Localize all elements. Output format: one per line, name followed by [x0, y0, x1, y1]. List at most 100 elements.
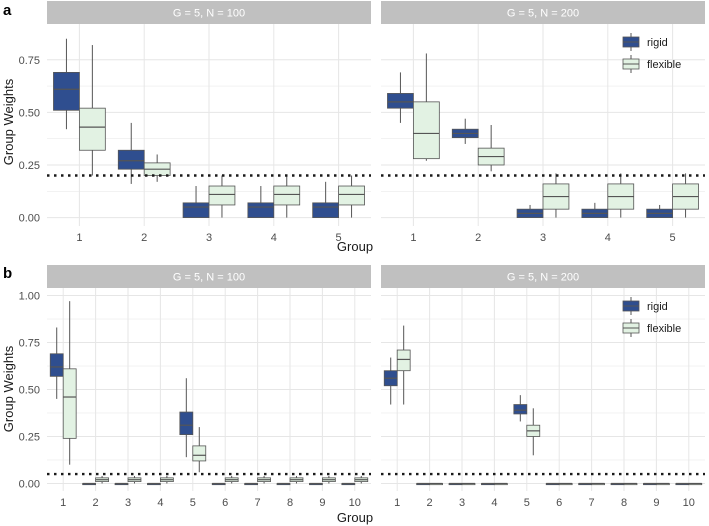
box-rigid-group-2 — [451, 118, 479, 144]
box-flexible-group-8 — [623, 482, 638, 486]
x-tick-label: 1 — [410, 232, 416, 244]
box-flexible-group-3 — [461, 482, 476, 486]
box-flexible-group-6 — [558, 482, 573, 486]
facet-1: G = 5, N = 100 1 2 3 4 5 — [47, 1, 371, 244]
y-tick-label: 0.75 — [19, 55, 40, 67]
y-tick-label: 0.25 — [19, 431, 40, 443]
x-axis-title: Group — [337, 510, 373, 525]
box-rigid-group-3 — [448, 482, 463, 486]
box-rigid-group-1 — [49, 327, 64, 399]
box-flexible-group-2 — [477, 125, 505, 172]
box-rigid-group-9 — [309, 482, 323, 486]
box-rigid-group-4 — [481, 482, 495, 486]
x-tick-label: 9 — [653, 497, 659, 509]
x-tick-label: 4 — [157, 497, 163, 509]
x-tick-label: 7 — [589, 497, 595, 509]
x-tick-label: 6 — [556, 497, 562, 509]
box-rigid-group-4 — [147, 482, 161, 486]
box-flexible-group-4 — [159, 475, 174, 484]
box-rigid-group-7 — [244, 482, 258, 486]
legend-label-flexible: flexible — [647, 323, 681, 335]
box-flexible-group-7 — [257, 475, 271, 484]
box-body — [273, 185, 301, 206]
facet-title: G = 5, N = 200 — [507, 8, 579, 20]
box-rigid-group-3 — [114, 482, 129, 486]
box-flexible-group-3 — [127, 475, 142, 484]
x-tick-label: 2 — [93, 497, 99, 509]
x-tick-label: 2 — [475, 232, 481, 244]
x-tick-label: 2 — [141, 232, 147, 244]
facet-title: G = 5, N = 100 — [173, 272, 245, 284]
x-axis-title: Group — [337, 239, 373, 254]
box-rigid-group-9 — [643, 482, 657, 486]
box-flexible-group-1 — [79, 45, 106, 176]
box-body — [117, 149, 145, 170]
box-rigid-group-1 — [383, 357, 398, 405]
box-body — [312, 202, 339, 218]
facet-2: G = 5, N = 200 1 2 3 4 5 rigid flexible — [381, 1, 705, 244]
box-flexible-group-9 — [656, 482, 670, 486]
box-flexible-group-9 — [321, 475, 336, 484]
panel-tag: a — [3, 2, 12, 19]
facet-title: G = 5, N = 200 — [507, 272, 579, 284]
box-body — [192, 445, 207, 462]
x-tick-label: 4 — [605, 232, 611, 244]
box-flexible-group-6 — [224, 475, 239, 484]
box-flexible-group-3 — [542, 173, 570, 218]
y-tick-label: 0.00 — [19, 478, 40, 490]
chart-panel-b: b Group Weights Group 0.00 0.25 0.50 0.75 1.00 G… — [1, 265, 705, 525]
x-tick-label: 5 — [336, 232, 342, 244]
box-flexible-group-5 — [192, 427, 207, 473]
chart-panel-a: a Group Weights Group 0.00 0.25 0.50 0.75 G = 5… — [1, 1, 705, 254]
x-tick-label: 7 — [255, 497, 261, 509]
legend-label-flexible: flexible — [647, 59, 681, 71]
box-flexible-group-2 — [143, 154, 171, 182]
box-flexible-group-10 — [688, 482, 703, 486]
box-rigid-group-8 — [276, 482, 291, 486]
y-axis-title: Group Weights — [1, 345, 16, 432]
box-body — [396, 349, 411, 372]
x-tick-label: 10 — [683, 497, 695, 509]
x-tick-label: 8 — [621, 497, 627, 509]
facet-2: G = 5, N = 200 1 2 3 4 5 6 7 8 9 10 rigid flexible — [381, 265, 705, 509]
x-tick-label: 1 — [76, 232, 82, 244]
box-rigid-group-4 — [581, 202, 609, 218]
box-rigid-group-5 — [312, 181, 339, 218]
x-tick-label: 5 — [190, 497, 196, 509]
x-tick-label: 1 — [394, 497, 400, 509]
box-rigid-group-4 — [247, 186, 275, 218]
x-tick-label: 3 — [459, 497, 465, 509]
x-tick-label: 8 — [287, 497, 293, 509]
box-flexible-group-2 — [429, 482, 443, 486]
box-rigid-group-5 — [179, 378, 194, 458]
box-body — [79, 107, 106, 151]
box-rigid-group-2 — [117, 122, 145, 184]
facet-strip — [381, 1, 705, 24]
box-rigid-group-10 — [341, 482, 356, 486]
box-body — [53, 71, 80, 111]
legend-label-rigid: rigid — [647, 301, 668, 313]
legend: rigid flexible — [622, 297, 681, 337]
box-body — [247, 202, 275, 218]
x-tick-label: 2 — [427, 497, 433, 509]
box-rigid-group-8 — [610, 482, 625, 486]
box-flexible-group-8 — [289, 475, 304, 484]
box-rigid-group-6 — [545, 482, 560, 486]
box-rigid-group-1 — [53, 38, 80, 130]
facet-1: G = 5, N = 100 1 2 3 4 5 6 7 8 9 10 — [47, 265, 371, 509]
box-flexible-group-10 — [354, 475, 369, 484]
box-body — [208, 185, 236, 206]
x-tick-label: 5 — [670, 232, 676, 244]
box-body — [62, 368, 77, 439]
box-rigid-group-1 — [387, 72, 414, 123]
y-tick-label: 1.00 — [19, 291, 40, 303]
legend-label-rigid: rigid — [647, 37, 668, 49]
box-flexible-group-4 — [607, 173, 635, 218]
y-axis-title: Group Weights — [1, 78, 16, 165]
box-flexible-group-5 — [526, 408, 541, 456]
box-rigid-group-3 — [516, 204, 544, 218]
y-tick-label: 0.50 — [19, 385, 40, 397]
box-rigid-group-7 — [578, 482, 593, 486]
legend: rigid flexible — [622, 33, 681, 73]
